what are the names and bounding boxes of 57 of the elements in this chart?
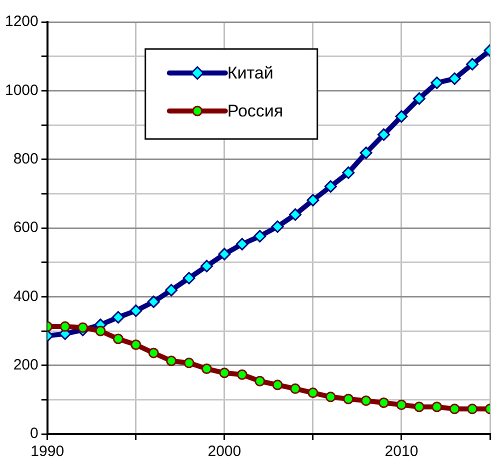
point xyxy=(166,356,177,366)
point xyxy=(200,260,213,272)
point xyxy=(432,402,442,412)
y-tick-label: 1200 xyxy=(4,13,38,30)
point xyxy=(219,368,230,378)
point xyxy=(325,392,336,402)
point xyxy=(324,180,337,193)
point xyxy=(360,146,372,160)
point xyxy=(449,404,460,414)
point xyxy=(360,395,372,406)
point xyxy=(254,230,266,242)
point xyxy=(342,166,355,179)
point xyxy=(148,348,159,358)
point xyxy=(308,388,318,398)
point xyxy=(112,311,124,324)
point xyxy=(78,322,88,333)
y-tick-label: 800 xyxy=(13,150,38,168)
point xyxy=(112,334,124,344)
point xyxy=(254,376,266,386)
point xyxy=(395,110,408,123)
point xyxy=(414,402,424,412)
y-tick-label: 1000 xyxy=(4,82,38,99)
point xyxy=(272,380,283,390)
point xyxy=(378,128,390,141)
point xyxy=(378,398,390,408)
x-tick-label: 2010 xyxy=(384,443,418,460)
y-tick-label: 0 xyxy=(30,425,38,442)
point xyxy=(60,321,70,332)
y-tick-label: 600 xyxy=(13,219,38,236)
legend-label: Китай xyxy=(227,64,274,83)
point xyxy=(412,92,426,105)
point xyxy=(236,238,248,250)
point xyxy=(236,369,248,380)
point xyxy=(343,394,354,404)
point xyxy=(396,400,407,410)
point xyxy=(288,208,302,221)
point xyxy=(271,220,284,233)
point xyxy=(165,284,178,296)
point xyxy=(218,248,231,260)
y-tick-label: 400 xyxy=(13,288,38,305)
point xyxy=(130,304,142,317)
legend-label: Россия xyxy=(227,102,284,121)
point xyxy=(467,404,478,414)
point xyxy=(306,194,320,206)
point xyxy=(448,72,461,85)
x-tick-label: 2000 xyxy=(208,443,242,460)
x-tick-label: 1990 xyxy=(30,443,64,460)
point xyxy=(466,58,479,70)
point xyxy=(147,296,160,308)
point xyxy=(130,339,142,350)
y-tick-label: 200 xyxy=(13,356,38,374)
point xyxy=(201,364,212,374)
point xyxy=(182,272,196,284)
point xyxy=(290,383,300,394)
point xyxy=(95,326,106,336)
point xyxy=(184,358,194,368)
point xyxy=(430,76,444,90)
